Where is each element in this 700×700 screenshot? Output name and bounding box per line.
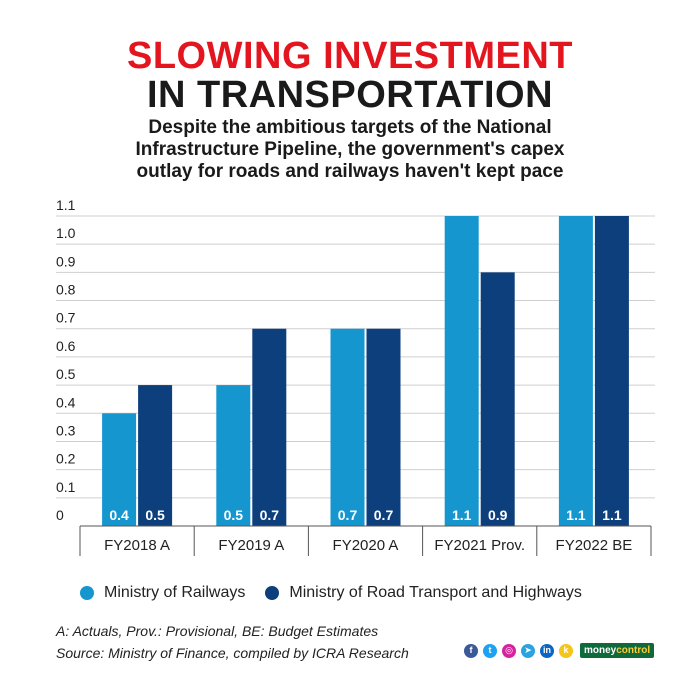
y-tick-label: 0.2 [56,451,76,467]
bar [216,385,251,526]
social-icons: f t ◎ ➤ in k moneycontrol [464,643,655,658]
title-line-1: SLOWING INVESTMENT [127,35,573,77]
bar-value-label: 1.1 [566,507,586,523]
koo-icon[interactable]: k [559,643,573,658]
y-tick-label: 1.1 [56,197,76,213]
bar [102,413,137,526]
facebook-icon[interactable]: f [464,643,478,658]
linkedin-icon[interactable]: in [540,643,554,658]
bar-value-label: 0.7 [338,507,358,523]
bar [594,216,629,526]
bar-value-label: 0.9 [488,507,508,523]
bar [252,328,287,526]
y-tick-label: 0.3 [56,422,76,438]
y-tick-label: 0.9 [56,253,76,269]
bar [480,272,515,526]
subtitle: Despite the ambitious targets of the Nat… [0,117,700,183]
x-tick-label: FY2018 A [104,537,170,554]
y-tick-label: 0.7 [56,310,76,326]
brand-suffix: control [616,645,651,656]
legend-label-railways: Ministry of Railways [104,584,246,601]
bar-value-label: 0.7 [374,507,394,523]
subtitle-line: outlay for roads and railways haven't ke… [136,161,564,182]
x-tick-label: FY2022 BE [556,537,633,554]
y-tick-label: 0.5 [56,366,76,382]
y-tick-label: 0 [56,507,64,523]
bar-value-label: 0.7 [260,507,280,523]
brand-prefix: money [584,645,617,656]
title-line-2: IN TRANSPORTATION [146,74,554,116]
y-tick-label: 0.8 [56,282,76,298]
bar-value-label: 0.5 [145,507,165,523]
y-tick-label: 0.1 [56,479,76,495]
bar-value-label: 1.1 [602,507,622,523]
footnote-abbreviations: A: Actuals, Prov.: Provisional, BE: Budg… [56,623,379,639]
x-tick-label: FY2020 A [333,537,399,554]
footnote-source: Source: Ministry of Finance, compiled by… [56,645,409,661]
legend-dot-railways [80,586,94,600]
bar-value-label: 0.4 [109,507,129,523]
subtitle-line: Despite the ambitious targets of the Nat… [148,117,552,138]
subtitle-line: Infrastructure Pipeline, the government'… [135,139,565,160]
y-tick-label: 0.6 [56,338,76,354]
bar [366,328,401,526]
twitter-icon[interactable]: t [483,643,497,658]
bar [138,385,173,526]
bar-chart: 0 0.1 0.2 0.3 0.4 0.5 0.6 0.7 0.8 0.9 1.0 1.1 0.4 0.5… [56,197,655,556]
bar [444,216,479,526]
legend-item-roads: Ministry of Road Transport and Highways [265,584,582,602]
x-tick-label: FY2019 A [218,537,284,554]
bar [330,328,365,526]
x-tick-label: FY2021 Prov. [434,537,525,554]
legend: Ministry of Railways Ministry of Road Tr… [80,582,602,604]
telegram-icon[interactable]: ➤ [521,643,535,658]
legend-dot-roads [265,586,280,600]
moneycontrol-logo: moneycontrol [580,643,655,658]
legend-label-roads: Ministry of Road Transport and Highways [289,584,582,601]
legend-item-railways: Ministry of Railways [80,584,245,602]
instagram-icon[interactable]: ◎ [502,643,516,658]
y-tick-label: 0.4 [56,394,76,410]
bar [558,216,593,526]
bar-value-label: 1.1 [452,507,472,523]
bar-value-label: 0.5 [224,507,244,523]
y-tick-label: 1.0 [56,225,76,241]
